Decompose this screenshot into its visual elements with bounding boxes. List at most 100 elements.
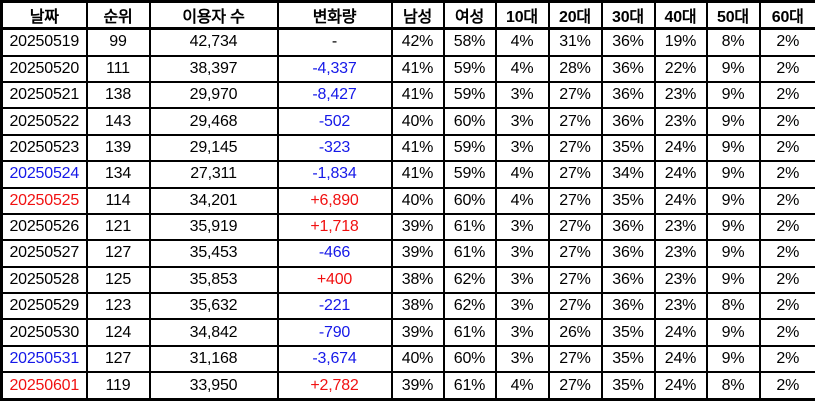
pct-cell-age10: 3%	[494, 344, 550, 374]
date-cell: 20250521	[0, 80, 88, 110]
pct-cell-age50: 9%	[705, 186, 761, 215]
table-row: 20250520 111 38,397 -4,337 41% 59% 4% 28% 36% 22%…	[0, 54, 815, 83]
users-cell: 35,853	[148, 265, 279, 295]
pct-cell-age20: 26%	[547, 318, 603, 347]
pct-cell-age30: 35%	[600, 371, 656, 401]
pct-cell-male: 42%	[390, 27, 445, 57]
table-row: 20250531 127 31,168 -3,674 40% 60% 3% 27% 35% 24%…	[0, 344, 815, 374]
date-cell: 20250522	[0, 107, 88, 136]
pct-cell-female: 59%	[442, 80, 497, 110]
pct-cell-age60: 2%	[758, 265, 815, 295]
pct-cell-age30: 35%	[600, 133, 656, 163]
pct-cell-male: 40%	[390, 107, 445, 136]
table-row: 20250528 125 35,853 +400 38% 62% 3% 27% 36% 23% 9%…	[0, 265, 815, 295]
users-cell: 31,168	[148, 344, 279, 374]
pct-cell-age30: 34%	[600, 160, 656, 189]
pct-cell-age60: 2%	[758, 160, 815, 189]
pct-cell-age60: 2%	[758, 371, 815, 401]
change-cell: -4,337	[276, 54, 393, 83]
users-cell: 27,311	[148, 160, 279, 189]
rank-cell: 121	[85, 212, 151, 242]
pct-cell-age20: 27%	[547, 239, 603, 268]
pct-cell-age20: 27%	[547, 186, 603, 215]
change-cell: +2,782	[276, 371, 393, 401]
table-row: 20250519 99 42,734-42% 58% 4% 31% 36% 19% 8% 2%	[0, 27, 815, 57]
pct-cell-age40: 24%	[653, 371, 708, 401]
pct-cell-male: 39%	[390, 239, 445, 268]
column-header-age50: 50대	[705, 0, 761, 30]
column-header-change: 변화량	[276, 0, 393, 30]
pct-cell-male: 41%	[390, 133, 445, 163]
change-cell: -221	[276, 292, 393, 321]
change-cell: -323	[276, 133, 393, 163]
pct-cell-age40: 23%	[653, 80, 708, 110]
pct-cell-age10: 3%	[494, 318, 550, 347]
table-row: 20250524 134 27,311 -1,834 41% 59% 4% 27% 34% 24%…	[0, 160, 815, 189]
pct-cell-age60: 2%	[758, 292, 815, 321]
pct-cell-age50: 9%	[705, 344, 761, 374]
date-cell: 20250530	[0, 318, 88, 347]
pct-cell-age10: 4%	[494, 54, 550, 83]
pct-cell-age40: 24%	[653, 186, 708, 215]
date-cell: 20250519	[0, 27, 88, 57]
pct-cell-age40: 23%	[653, 265, 708, 295]
date-cell: 20250601	[0, 371, 88, 401]
pct-cell-age50: 9%	[705, 265, 761, 295]
column-header-age30: 30대	[600, 0, 656, 30]
pct-cell-age50: 9%	[705, 107, 761, 136]
pct-cell-age20: 27%	[547, 212, 603, 242]
pct-cell-age30: 36%	[600, 27, 656, 57]
pct-cell-age60: 2%	[758, 80, 815, 110]
users-cell: 29,970	[148, 80, 279, 110]
pct-cell-female: 60%	[442, 344, 497, 374]
pct-cell-female: 60%	[442, 107, 497, 136]
users-cell: 38,397	[148, 54, 279, 83]
pct-cell-age10: 4%	[494, 27, 550, 57]
pct-cell-age10: 3%	[494, 212, 550, 242]
change-cell: -8,427	[276, 80, 393, 110]
pct-cell-age20: 27%	[547, 107, 603, 136]
date-cell: 20250528	[0, 265, 88, 295]
pct-cell-age30: 36%	[600, 292, 656, 321]
pct-cell-age20: 27%	[547, 133, 603, 163]
pct-cell-age30: 36%	[600, 80, 656, 110]
pct-cell-age60: 2%	[758, 212, 815, 242]
pct-cell-age10: 4%	[494, 186, 550, 215]
pct-cell-age10: 3%	[494, 107, 550, 136]
column-header-rank: 순위	[85, 0, 151, 30]
pct-cell-female: 61%	[442, 239, 497, 268]
users-cell: 42,734	[148, 27, 279, 57]
pct-cell-age60: 2%	[758, 27, 815, 57]
column-header-date: 날짜	[0, 0, 88, 30]
pct-cell-age60: 2%	[758, 318, 815, 347]
pct-cell-age20: 31%	[547, 27, 603, 57]
rank-cell: 134	[85, 160, 151, 189]
pct-cell-age10: 3%	[494, 133, 550, 163]
pct-cell-male: 39%	[390, 212, 445, 242]
table-row: 20250530 124 34,842 -790 39% 61% 3% 26% 35% 24% 9%…	[0, 318, 815, 347]
date-cell: 20250529	[0, 292, 88, 321]
users-cell: 34,201	[148, 186, 279, 215]
table-row: 20250523 139 29,145 -323 41% 59% 3% 27% 35% 24% 9%…	[0, 133, 815, 163]
pct-cell-age40: 24%	[653, 344, 708, 374]
users-cell: 35,453	[148, 239, 279, 268]
pct-cell-male: 40%	[390, 344, 445, 374]
column-header-age10: 10대	[494, 0, 550, 30]
pct-cell-age10: 4%	[494, 371, 550, 401]
pct-cell-age30: 36%	[600, 54, 656, 83]
pct-cell-age50: 9%	[705, 239, 761, 268]
pct-cell-age50: 9%	[705, 80, 761, 110]
column-header-age60: 60대	[758, 0, 815, 30]
table-row: 20250529 123 35,632 -221 38% 62% 3% 27% 36% 23% 8%…	[0, 292, 815, 321]
pct-cell-age40: 23%	[653, 239, 708, 268]
pct-cell-age30: 35%	[600, 344, 656, 374]
column-header-male: 남성	[390, 0, 445, 30]
pct-cell-female: 62%	[442, 292, 497, 321]
date-cell: 20250527	[0, 239, 88, 268]
users-cell: 35,632	[148, 292, 279, 321]
rank-cell: 111	[85, 54, 151, 83]
pct-cell-age10: 3%	[494, 265, 550, 295]
date-cell: 20250523	[0, 133, 88, 163]
pct-cell-female: 59%	[442, 54, 497, 83]
column-header-users: 이용자 수	[148, 0, 279, 30]
